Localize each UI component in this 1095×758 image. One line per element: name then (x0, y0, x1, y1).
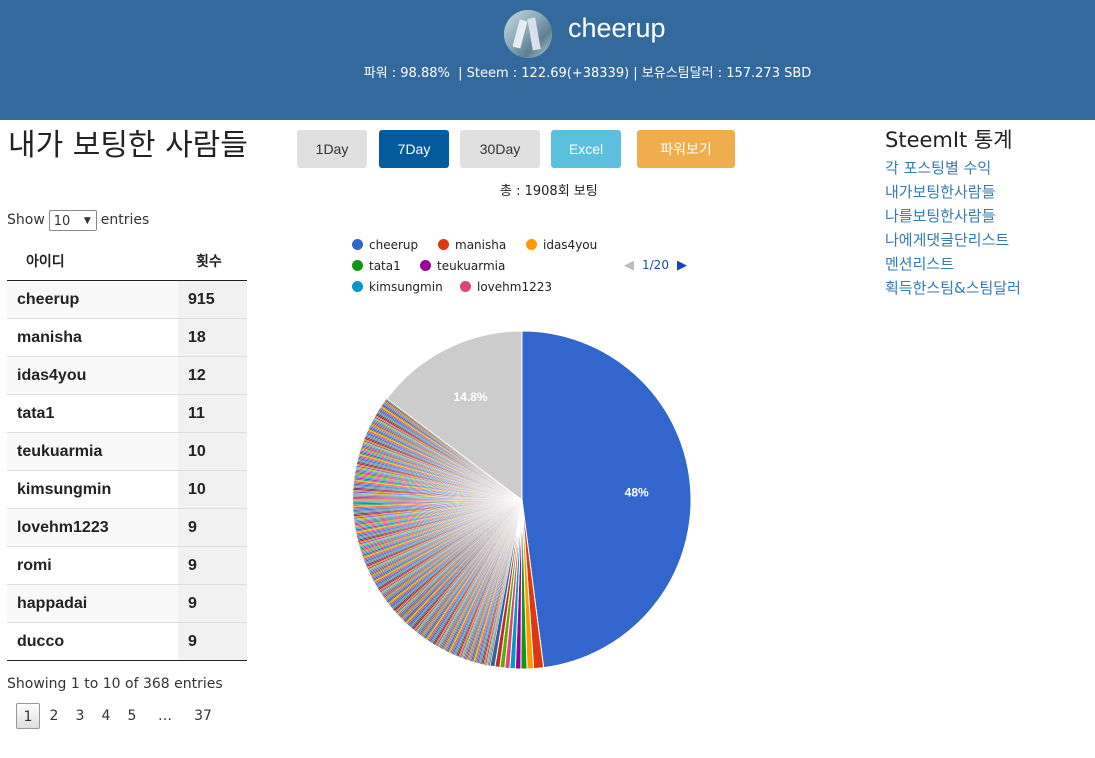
legend-item[interactable]: tata1 (352, 258, 401, 274)
row-id: teukuarmia (17, 443, 103, 460)
legend-label: cheerup (369, 238, 419, 252)
table-row: manisha 18 (7, 319, 247, 357)
table-row: idas4you 12 (7, 357, 247, 395)
row-id: kimsungmin (17, 481, 112, 498)
legend-item[interactable]: manisha (438, 237, 506, 253)
legend-dot-icon (438, 239, 449, 250)
page-ellipsis: … (158, 708, 172, 724)
page-2[interactable]: 2 (49, 708, 59, 724)
legend-label: idas4you (543, 238, 598, 252)
table-row: happadai 9 (7, 585, 247, 623)
votes-table: 아이디 횟수 cheerup 915 manisha 18 idas4you 12 tata… (7, 241, 247, 661)
total-votes: 총 : 1908회 보팅 (500, 184, 598, 199)
legend-label: manisha (455, 238, 507, 252)
page-4[interactable]: 4 (101, 708, 111, 724)
power-button[interactable]: 파워보기 (637, 130, 735, 168)
avatar[interactable] (504, 10, 552, 58)
row-count: 18 (188, 329, 206, 346)
row-count: 10 (188, 481, 206, 498)
table-row: romi 9 (7, 547, 247, 585)
length-menu: Show 10 ▼ entries (7, 208, 149, 232)
table-row: tata1 11 (7, 395, 247, 433)
sidebar-title: SteemIt 통계 (885, 128, 1013, 152)
sidebar-link-post-earnings[interactable]: 각 포스팅별 수익 (885, 159, 992, 177)
page-3[interactable]: 3 (75, 708, 85, 724)
page-5[interactable]: 5 (127, 708, 137, 724)
sidebar-link-voted-by-me[interactable]: 내가보팅한사람들 (885, 183, 996, 201)
legend-label: tata1 (369, 259, 401, 273)
user-stats: 파워 : 98.88% | Steem : 122.69(+38339) | 보… (363, 66, 812, 81)
row-count: 9 (188, 557, 197, 574)
page-37[interactable]: 37 (194, 708, 212, 724)
pie-label-other: 14.8% (454, 390, 488, 404)
caret-down-icon: ▼ (83, 215, 91, 226)
sidebar-link-comments[interactable]: 나에게댓글단리스트 (885, 231, 1010, 249)
legend-label: lovehm1223 (477, 280, 552, 294)
row-id: idas4you (17, 367, 87, 384)
table-info: Showing 1 to 10 of 368 entries (7, 676, 223, 692)
pie-slice-cheerup[interactable] (521, 330, 692, 669)
row-id: cheerup (17, 291, 80, 308)
excel-button[interactable]: Excel (551, 130, 621, 168)
row-id: ducco (17, 633, 65, 650)
row-count: 9 (188, 595, 197, 612)
table-row: lovehm1223 9 (7, 509, 247, 547)
legend-dot-icon (420, 260, 431, 271)
page-title: 내가 보팅한 사람들 (8, 128, 248, 163)
legend-item[interactable]: kimsungmin (352, 279, 443, 295)
legend-dot-icon (352, 281, 363, 292)
chart-legend: cheerup manisha idas4you tata1 teukuarmi… (352, 236, 712, 296)
legend-label: kimsungmin (369, 280, 443, 294)
header-id[interactable]: 아이디 (26, 254, 65, 270)
row-count: 11 (188, 405, 205, 422)
table-row: teukuarmia 10 (7, 433, 247, 471)
legend-pager: ◀ 1/20 ▶ (624, 258, 687, 273)
legend-label: teukuarmia (437, 259, 506, 273)
sidebar-link-voted-me[interactable]: 나를보팅한사람들 (885, 207, 996, 225)
table-row: ducco 9 (7, 623, 247, 661)
pie-slice-other[interactable] (385, 330, 523, 501)
pie-label-cheerup: 48% (625, 486, 649, 500)
legend-item[interactable]: teukuarmia (420, 258, 505, 274)
30day-button[interactable]: 30Day (460, 130, 540, 168)
prev-arrow-icon[interactable]: ◀ (624, 258, 634, 273)
row-count: 9 (188, 519, 197, 536)
table-row: cheerup 915 (7, 281, 247, 319)
page-1[interactable]: 1 (16, 703, 40, 729)
table-header: 아이디 횟수 (7, 241, 247, 281)
entries-select-value: 10 (53, 213, 71, 229)
header-count[interactable]: 횟수 (196, 254, 222, 270)
legend-page: 1/20 (642, 258, 669, 272)
row-count: 9 (188, 633, 197, 650)
row-count: 915 (188, 291, 215, 308)
legend-dot-icon (352, 239, 363, 250)
entries-label: entries (100, 212, 150, 228)
row-count: 12 (188, 367, 206, 384)
1day-button[interactable]: 1Day (297, 130, 367, 168)
sidebar-link-mentions[interactable]: 멘션리스트 (885, 255, 955, 273)
row-id: manisha (17, 329, 82, 346)
legend-item[interactable]: idas4you (526, 237, 597, 253)
row-count: 10 (188, 443, 206, 460)
row-id: tata1 (17, 405, 55, 422)
header: cheerup 파워 : 98.88% | Steem : 122.69(+38… (0, 0, 1095, 120)
next-arrow-icon[interactable]: ▶ (676, 258, 687, 273)
table-row: kimsungmin 10 (7, 471, 247, 509)
row-id: romi (17, 557, 52, 574)
sidebar: SteemIt 통계 각 포스팅별 수익 내가보팅한사람들 나를보팅한사람들 나… (885, 124, 1021, 300)
row-id: happadai (17, 595, 88, 612)
table-body: cheerup 915 manisha 18 idas4you 12 tata1 11 teuk… (7, 281, 247, 661)
legend-dot-icon (352, 260, 363, 271)
legend-dot-icon (526, 239, 537, 250)
legend-dot-icon (460, 281, 471, 292)
legend-item[interactable]: cheerup (352, 237, 418, 253)
row-id: lovehm1223 (17, 519, 109, 536)
entries-select[interactable]: 10 ▼ (48, 209, 97, 231)
show-label: Show (7, 212, 45, 228)
7day-button[interactable]: 7Day (379, 130, 449, 168)
username: cheerup (568, 13, 666, 43)
pie-chart: 48% 14.8% (352, 330, 692, 670)
legend-item[interactable]: lovehm1223 (460, 279, 552, 295)
sidebar-link-earned[interactable]: 획득한스팀&스팀달러 (885, 279, 1021, 297)
